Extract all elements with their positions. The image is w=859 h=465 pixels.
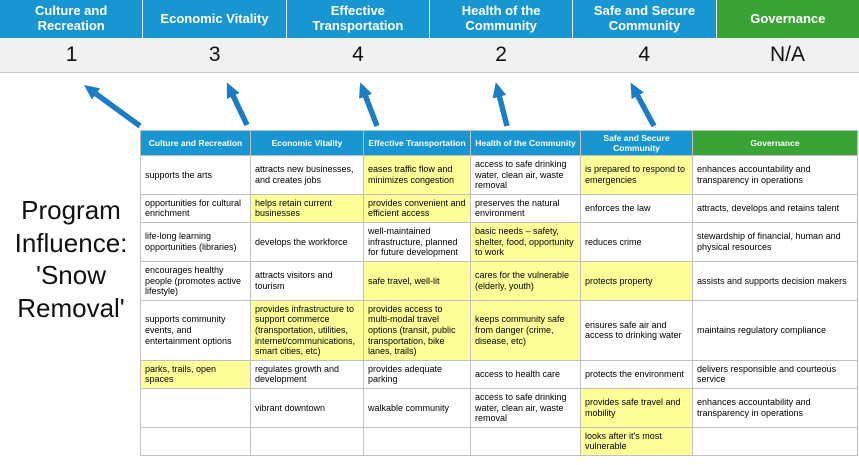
influence-matrix: Culture and Recreation Economic Vitality E… — [140, 129, 858, 457]
matrix-cell: looks after it's most vulnerable — [580, 426, 693, 457]
matrix-row: encourages healthy people (promotes acti… — [140, 260, 858, 301]
matrix-cell: access to safe drinking water, clean air… — [470, 388, 581, 428]
matrix-header-2: Economic Vitality — [250, 129, 364, 157]
matrix-cell: provides access to multi-modal travel op… — [363, 299, 471, 361]
matrix-header-4: Health of the Community — [470, 129, 581, 157]
matrix-cell: provides adequate parking — [363, 359, 471, 390]
up-arrow — [359, 82, 380, 127]
matrix-row: vibrant downtown walkable community access… — [140, 388, 858, 428]
matrix-cell: protects the environment — [580, 359, 693, 390]
matrix-cell — [470, 426, 581, 457]
matrix-cell: supports the arts — [140, 155, 251, 195]
matrix-cell: provides infrastructure to support comme… — [250, 299, 364, 361]
matrix-cell: basic needs – safety, shelter, food, opp… — [470, 222, 581, 262]
matrix-header-row: Culture and Recreation Economic Vitality E… — [140, 129, 858, 157]
matrix-cell: eases traffic flow and minimizes congest… — [363, 155, 471, 195]
matrix-cell: encourages healthy people (promotes acti… — [140, 260, 251, 301]
matrix-cell: develops the workforce — [250, 222, 364, 262]
matrix-row: opportunities for cultural enrichment hel… — [140, 193, 858, 224]
matrix-cell: keeps community safe from danger (crime,… — [470, 299, 581, 361]
matrix-cell: ensures safe air and access to drinking … — [580, 299, 693, 361]
column-score-6: N/A — [769, 43, 805, 66]
column-header-6: Governance — [716, 0, 859, 38]
matrix-header-1: Culture and Recreation — [140, 129, 251, 157]
matrix-cell — [250, 426, 364, 457]
matrix-cell: vibrant downtown — [250, 388, 364, 428]
matrix-cell: life-long learning opportunities (librar… — [140, 222, 251, 262]
up-arrow — [83, 85, 142, 129]
matrix-cell: attracts visitors and tourism — [250, 260, 364, 301]
matrix-cell: is prepared to respond to emergencies — [580, 155, 693, 195]
matrix-cell: enhances accountability and transparency… — [692, 388, 858, 428]
column-score-4: 2 — [495, 43, 507, 66]
column-header-2: Economic Vitality — [143, 0, 287, 38]
column-score-1: 1 — [65, 43, 78, 66]
matrix-cell: provides convenient and efficient access — [363, 193, 471, 224]
matrix-cell — [140, 426, 251, 457]
matrix-header-5: Safe and Secure Community — [580, 129, 693, 157]
matrix-cell: supports community events, and entertain… — [140, 299, 251, 361]
matrix-cell: walkable community — [363, 388, 471, 428]
matrix-cell: enhances accountability and transparency… — [692, 155, 858, 195]
matrix-row: supports the arts attracts new businesses… — [140, 155, 858, 195]
column-score-2: 3 — [208, 43, 221, 66]
matrix-cell: assists and supports decision makers — [692, 260, 858, 301]
column-header-3: Effective Transportation — [286, 0, 430, 38]
matrix-cell: cares for the vulnerable (elderly, youth… — [470, 260, 581, 301]
matrix-cell: maintains regulatory compliance — [692, 299, 858, 361]
matrix-cell: enforces the law — [580, 193, 693, 224]
matrix-cell: preserves the natural environment — [470, 193, 581, 224]
matrix-header-6: Governance — [692, 129, 858, 157]
matrix-cell: parks, trails, open spaces — [140, 359, 251, 390]
matrix-cell: provides safe travel and mobility — [580, 388, 693, 428]
matrix-row: life-long learning opportunities (librar… — [140, 222, 858, 262]
matrix-cell: access to health care — [470, 359, 581, 390]
matrix-row: looks after it's most vulnerable — [140, 426, 858, 457]
matrix-cell — [140, 388, 251, 428]
matrix-cell: delivers responsible and courteous servi… — [692, 359, 858, 390]
matrix-row: supports community events, and entertain… — [140, 299, 858, 361]
matrix-cell: attracts, develops and retains talent — [692, 193, 858, 224]
score-header-row: Culture and Recreation Economic Vitality E… — [0, 0, 859, 38]
matrix-cell — [692, 426, 858, 457]
up-arrow — [630, 82, 657, 128]
column-header-4: Health of the Community — [429, 0, 574, 38]
matrix-cell: opportunities for cultural enrichment — [140, 193, 251, 224]
matrix-cell: safe travel, well-lit — [363, 260, 471, 301]
column-header-5: Safe and Secure Community — [573, 0, 717, 38]
matrix-cell: access to safe drinking water, clean air… — [470, 155, 581, 195]
matrix-cell: stewardship of financial, human and phys… — [692, 222, 858, 262]
matrix-cell: protects property — [580, 260, 693, 301]
matrix-cell: well-maintained infrastructure, planned … — [363, 222, 471, 262]
matrix-header-3: Effective Transportation — [363, 129, 471, 157]
column-header-1: Culture and Recreation — [0, 0, 144, 38]
matrix-cell: regulates growth and development — [250, 359, 364, 390]
matrix-row: parks, trails, open spaces regulates grow… — [140, 359, 858, 390]
matrix-cell: attracts new businesses, and creates job… — [250, 155, 364, 195]
up-arrow — [492, 82, 510, 127]
matrix-cell — [363, 426, 471, 457]
matrix-cell: reduces crime — [580, 222, 693, 262]
matrix-body: supports the arts attracts new businesses… — [140, 155, 858, 457]
page-title: Program Influence: 'Snow Removal' — [14, 195, 128, 323]
column-score-3: 4 — [352, 43, 364, 66]
column-score-5: 4 — [638, 43, 651, 66]
influence-arrows — [83, 82, 657, 129]
score-row: 1 3 4 2 4 N/A — [0, 38, 859, 73]
matrix-cell: helps retain current businesses — [250, 193, 364, 224]
up-arrow — [226, 82, 250, 127]
